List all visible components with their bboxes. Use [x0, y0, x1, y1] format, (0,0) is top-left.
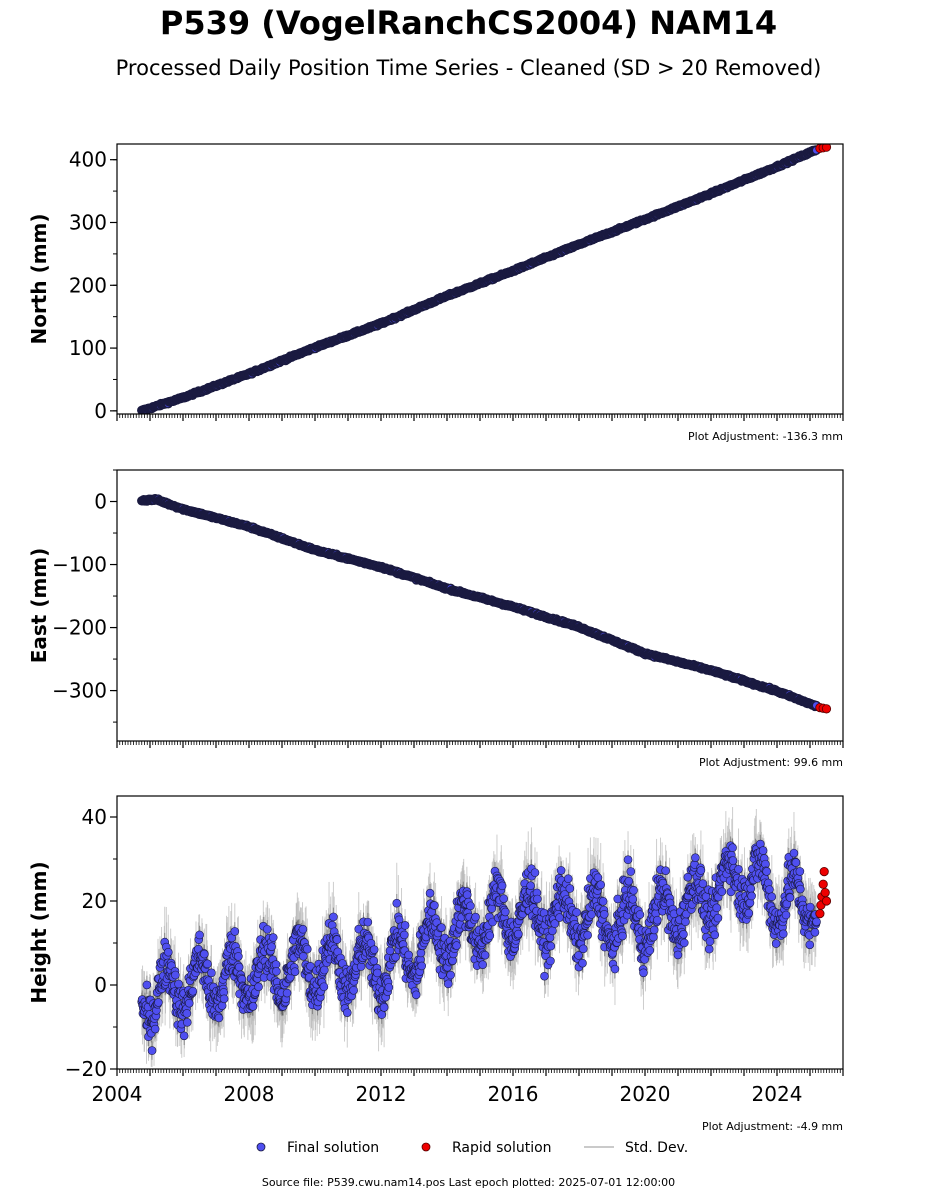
plot-adjustment-note: Plot Adjustment: 99.6 mm	[699, 756, 843, 769]
y-tick-label: 200	[69, 273, 107, 297]
panel-north: 0 100 200 300 400 North (mm) Plot Adjustment: …	[27, 143, 844, 443]
y-tick-label: 400	[69, 148, 107, 172]
rapid-solution-points	[815, 144, 832, 153]
x-axis	[116, 414, 844, 421]
plot-area	[137, 494, 832, 714]
final-solution-points	[137, 145, 821, 414]
rapid-point	[821, 144, 832, 152]
rapid-point	[821, 704, 832, 714]
rapid-solution-points	[815, 702, 832, 714]
y-tick-label: 0	[94, 490, 107, 514]
plot-area	[137, 144, 832, 414]
y-axis: 0 100 200 300 400	[69, 148, 117, 423]
y-axis-label: East (mm)	[27, 548, 51, 664]
y-tick-label: 0	[94, 399, 107, 423]
plot-frame	[116, 469, 844, 742]
plot-adjustment-note: Plot Adjustment: -136.3 mm	[688, 430, 843, 443]
chart-subtitle: Processed Daily Position Time Series - C…	[115, 56, 822, 80]
y-axis: 0 −100 −200 −300	[52, 469, 117, 723]
y-tick-label: −100	[52, 553, 107, 577]
final-solution-points	[137, 494, 821, 712]
chart-title: P539 (VogelRanchCS2004) NAM14	[159, 4, 778, 42]
y-tick-label: −200	[52, 616, 107, 640]
y-tick-label: −300	[52, 679, 107, 703]
plot-area	[137, 807, 832, 1068]
y-tick-label: 300	[69, 210, 107, 234]
x-axis	[116, 741, 844, 748]
y-tick-label: 100	[69, 336, 107, 360]
y-axis-label: North (mm)	[27, 213, 51, 344]
